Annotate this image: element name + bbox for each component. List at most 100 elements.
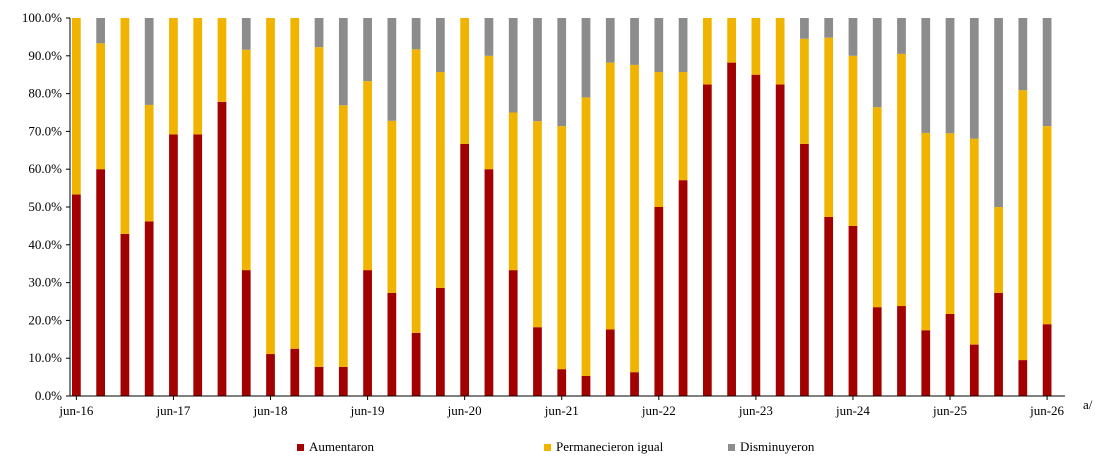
bar-segment-permanecieron-igual-18 <box>508 112 518 271</box>
bar-segment-disminuyeron-12 <box>363 18 372 82</box>
x-tick-label: jun-22 <box>641 403 676 418</box>
bar-segment-disminuyeron-17 <box>484 18 494 56</box>
legend-label-disminuyeron: Disminuyeron <box>740 439 815 454</box>
bar-segment-permanecieron-igual-17 <box>484 55 494 170</box>
bar-segment-aumentaron-38 <box>994 292 1003 396</box>
bar-segment-permanecieron-igual-1 <box>96 43 106 170</box>
y-tick-label: 50.0% <box>28 199 62 214</box>
bar-segment-aumentaron-4 <box>169 134 178 397</box>
bar-segment-permanecieron-igual-32 <box>848 55 858 226</box>
bar-segment-permanecieron-igual-26 <box>702 18 712 85</box>
y-tick-label: 100.0% <box>22 10 62 25</box>
x-tick-label: jun-25 <box>932 403 967 418</box>
bar-segment-permanecieron-igual-3 <box>144 104 154 222</box>
bar-segment-disminuyeron-30 <box>800 18 809 39</box>
bar-segment-disminuyeron-36 <box>945 18 955 134</box>
bar-segment-aumentaron-31 <box>824 216 834 396</box>
bar-segment-aumentaron-17 <box>484 169 494 396</box>
bar-segment-permanecieron-igual-12 <box>363 81 372 271</box>
axes-layer: 0.0% 10.0% 20.0% 30.0% 40.0% 50.0% 60.0% 70.0% 8… <box>22 10 1093 418</box>
bar-segment-disminuyeron-39 <box>1018 18 1028 91</box>
bar-segment-disminuyeron-24 <box>654 18 664 73</box>
bar-segment-aumentaron-25 <box>678 180 688 396</box>
bar-segment-aumentaron-15 <box>436 287 445 396</box>
bar-segment-permanecieron-igual-25 <box>678 72 688 181</box>
bar-segment-permanecieron-igual-38 <box>994 207 1003 293</box>
bar-segment-aumentaron-28 <box>751 74 761 396</box>
bar-segment-aumentaron-5 <box>193 134 203 397</box>
bar-segment-aumentaron-20 <box>557 369 567 396</box>
bar-segment-permanecieron-igual-11 <box>338 105 348 367</box>
bar-segment-aumentaron-10 <box>314 366 324 396</box>
x-tick-label: jun-21 <box>544 403 579 418</box>
bar-segment-aumentaron-23 <box>630 372 639 396</box>
bar-segment-permanecieron-igual-0 <box>72 18 81 195</box>
bar-segment-aumentaron-27 <box>727 62 736 396</box>
bar-segment-disminuyeron-3 <box>144 18 154 105</box>
bar-segment-permanecieron-igual-37 <box>969 138 979 345</box>
bar-segment-aumentaron-30 <box>800 143 809 396</box>
x-tick-label: jun-19 <box>350 403 385 418</box>
bar-segment-disminuyeron-37 <box>969 18 979 139</box>
bar-segment-aumentaron-36 <box>945 313 955 396</box>
bar-segment-permanecieron-igual-5 <box>193 18 203 135</box>
y-tick-label: 0.0% <box>35 388 62 403</box>
y-tick-label: 20.0% <box>28 312 62 327</box>
bar-segment-aumentaron-26 <box>702 84 712 396</box>
bar-segment-disminuyeron-10 <box>314 18 324 48</box>
bar-segment-permanecieron-igual-23 <box>630 64 639 373</box>
bar-segment-permanecieron-igual-9 <box>290 18 300 349</box>
bars-layer <box>72 18 1052 397</box>
bar-segment-disminuyeron-11 <box>338 18 348 106</box>
bar-segment-permanecieron-igual-34 <box>897 53 906 307</box>
bar-segment-aumentaron-0 <box>72 194 81 396</box>
x-tick-label: jun-23 <box>738 403 773 418</box>
bar-segment-permanecieron-igual-10 <box>314 47 324 367</box>
bar-segment-permanecieron-igual-29 <box>775 18 785 85</box>
legend-swatch-aumentaron <box>297 444 304 451</box>
bar-segment-permanecieron-igual-16 <box>460 18 470 144</box>
bar-segment-disminuyeron-40 <box>1042 18 1052 127</box>
legend-label-aumentaron: Aumentaron <box>309 439 374 454</box>
bar-segment-permanecieron-igual-35 <box>921 132 931 331</box>
bar-segment-disminuyeron-19 <box>533 18 542 122</box>
bar-segment-aumentaron-1 <box>96 169 106 396</box>
bar-segment-disminuyeron-35 <box>921 18 931 133</box>
bar-segment-permanecieron-igual-27 <box>727 18 736 63</box>
bar-segment-aumentaron-13 <box>387 292 397 396</box>
bar-segment-aumentaron-32 <box>848 225 858 396</box>
x-tick-label: jun-26 <box>1029 403 1064 418</box>
bar-segment-aumentaron-40 <box>1042 324 1052 396</box>
bar-segment-disminuyeron-20 <box>557 18 567 127</box>
bar-segment-aumentaron-12 <box>363 270 372 396</box>
bar-segment-permanecieron-igual-31 <box>824 37 834 217</box>
bar-segment-aumentaron-14 <box>411 332 421 396</box>
bar-segment-permanecieron-igual-20 <box>557 126 567 370</box>
bar-segment-disminuyeron-25 <box>678 18 688 73</box>
x-axis-footnote: a/ <box>1083 397 1093 412</box>
y-tick-label: 40.0% <box>28 237 62 252</box>
bar-segment-permanecieron-igual-28 <box>751 18 761 75</box>
legend-label-permanecieron-igual: Permanecieron igual <box>556 439 664 454</box>
y-tick-label: 10.0% <box>28 350 62 365</box>
bar-segment-permanecieron-igual-33 <box>872 107 882 308</box>
legend: Aumentaron Permanecieron igual Disminuyero… <box>297 439 815 454</box>
bar-segment-permanecieron-igual-8 <box>266 18 275 355</box>
y-tick-label: 90.0% <box>28 48 62 63</box>
bar-segment-disminuyeron-22 <box>605 18 615 63</box>
bar-segment-permanecieron-igual-15 <box>436 72 445 288</box>
bar-segment-aumentaron-39 <box>1018 360 1028 396</box>
y-tick-label: 30.0% <box>28 275 62 290</box>
bar-segment-disminuyeron-7 <box>241 18 251 50</box>
bar-segment-aumentaron-9 <box>290 348 300 396</box>
bar-segment-aumentaron-24 <box>654 207 664 396</box>
bar-segment-aumentaron-7 <box>241 270 251 396</box>
bar-segment-disminuyeron-1 <box>96 18 106 44</box>
bar-segment-aumentaron-37 <box>969 344 979 396</box>
bar-segment-permanecieron-igual-21 <box>581 97 591 376</box>
bar-segment-permanecieron-igual-24 <box>654 72 664 207</box>
x-tick-label: jun-16 <box>58 403 93 418</box>
bar-segment-aumentaron-3 <box>144 221 154 396</box>
